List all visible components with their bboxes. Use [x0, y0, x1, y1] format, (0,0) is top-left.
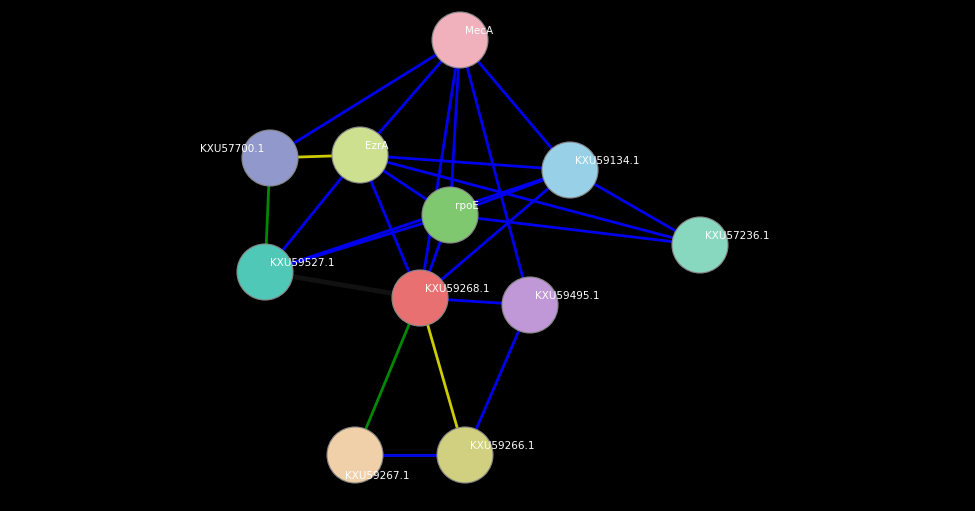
Ellipse shape: [672, 217, 728, 273]
Ellipse shape: [437, 427, 493, 483]
Ellipse shape: [542, 142, 598, 198]
Text: KXU57700.1: KXU57700.1: [200, 144, 264, 154]
Ellipse shape: [502, 277, 558, 333]
Text: EzrA: EzrA: [365, 141, 388, 151]
Ellipse shape: [242, 130, 298, 186]
Text: KXU59495.1: KXU59495.1: [535, 291, 600, 301]
Ellipse shape: [422, 187, 478, 243]
Text: KXU57236.1: KXU57236.1: [705, 231, 769, 241]
Ellipse shape: [327, 427, 383, 483]
Ellipse shape: [432, 12, 488, 68]
Text: KXU59266.1: KXU59266.1: [470, 441, 534, 451]
Text: KXU59267.1: KXU59267.1: [345, 471, 410, 481]
Ellipse shape: [332, 127, 388, 183]
Ellipse shape: [392, 270, 448, 326]
Text: KXU59134.1: KXU59134.1: [575, 156, 640, 166]
Ellipse shape: [237, 244, 293, 300]
Text: KXU59268.1: KXU59268.1: [425, 284, 489, 294]
Text: rpoE: rpoE: [455, 201, 479, 211]
Text: MecA: MecA: [465, 26, 493, 36]
Text: KXU59527.1: KXU59527.1: [270, 258, 334, 268]
